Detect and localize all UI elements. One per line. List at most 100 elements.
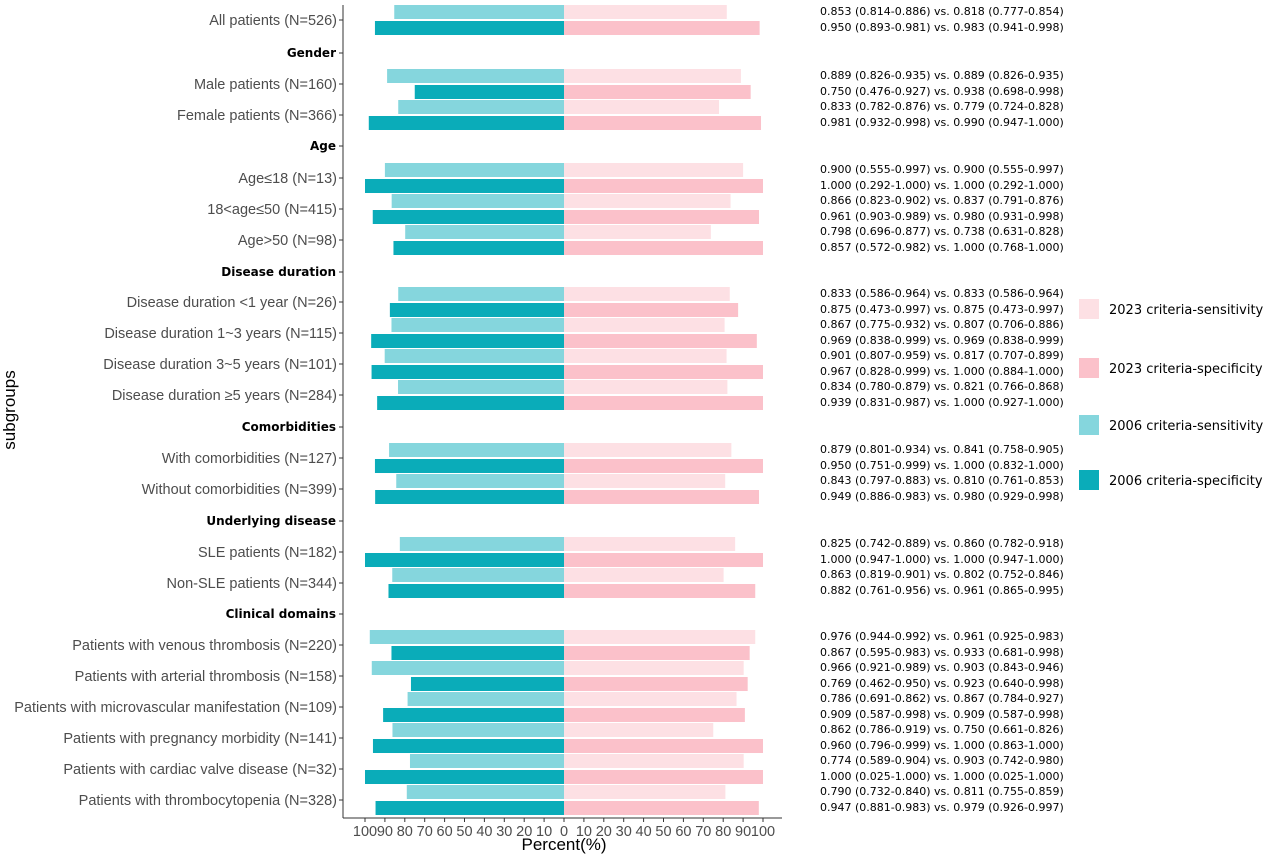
x-tick-label: 10 <box>536 824 552 840</box>
bar-2006-sensitivity <box>399 537 564 551</box>
x-tick-label: 60 <box>437 824 453 840</box>
annotation-specificity: 0.960 (0.796-0.999) vs. 1.000 (0.863-1.0… <box>820 739 1064 752</box>
annotation-specificity: 0.949 (0.886-0.983) vs. 0.980 (0.929-0.9… <box>820 490 1064 503</box>
bar-2023-specificity <box>564 490 760 504</box>
annotation-sensitivity: 0.863 (0.819-0.901) vs. 0.802 (0.752-0.8… <box>820 568 1064 581</box>
row-label: Female patients (N=366) <box>177 108 337 124</box>
bar-2023-sensitivity <box>564 318 725 332</box>
section-header: Disease duration <box>221 265 336 279</box>
row-labels-layer: All patients (N=526) Gender Male patients … <box>14 13 343 809</box>
bar-2006-sensitivity <box>409 754 564 768</box>
row-label: Disease duration ≥5 years (N=284) <box>112 388 337 404</box>
bar-2023-specificity <box>564 303 739 317</box>
row-label: Disease duration 1~3 years (N=115) <box>104 326 337 342</box>
x-tick-label: 80 <box>397 824 413 840</box>
bar-2006-sensitivity <box>396 474 564 488</box>
bar-2006-sensitivity <box>392 723 564 737</box>
row-label: Patients with arterial thrombosis (N=158… <box>75 669 337 685</box>
bar-2006-sensitivity <box>371 661 564 675</box>
bar-2006-specificity <box>368 116 564 130</box>
bar-2006-specificity <box>388 584 564 598</box>
x-axis-title: Percent(%) <box>521 835 606 854</box>
bar-2023-specificity <box>564 21 760 35</box>
axes-layer <box>342 5 782 819</box>
annotation-sensitivity: 0.834 (0.780-0.879) vs. 0.821 (0.766-0.8… <box>820 380 1064 393</box>
row-label: Patients with thrombocytopenia (N=328) <box>79 793 337 809</box>
bar-2006-sensitivity <box>398 380 564 394</box>
bar-2006-specificity <box>410 677 564 691</box>
row-label: Patients with microvascular manifestatio… <box>14 700 337 716</box>
bar-2006-sensitivity <box>398 100 564 114</box>
x-tick-label: 20 <box>516 824 532 840</box>
annotation-sensitivity: 0.825 (0.742-0.889) vs. 0.860 (0.782-0.9… <box>820 537 1064 550</box>
annotation-sensitivity: 0.790 (0.732-0.840) vs. 0.811 (0.755-0.8… <box>820 785 1064 798</box>
bar-2006-specificity <box>375 490 564 504</box>
bar-2006-sensitivity <box>369 630 564 644</box>
annotation-specificity: 1.000 (0.292-1.000) vs. 1.000 (0.292-1.0… <box>820 179 1064 192</box>
annotation-sensitivity: 0.798 (0.696-0.877) vs. 0.738 (0.631-0.8… <box>820 225 1064 238</box>
bar-2023-specificity <box>564 85 751 99</box>
row-label: Patients with venous thrombosis (N=220) <box>72 638 337 654</box>
annotation-sensitivity: 0.901 (0.807-0.959) vs. 0.817 (0.707-0.8… <box>820 349 1064 362</box>
bar-2023-sensitivity <box>564 287 730 301</box>
bar-2023-sensitivity <box>564 380 728 394</box>
annotation-sensitivity: 0.900 (0.555-0.997) vs. 0.900 (0.555-0.9… <box>820 163 1064 176</box>
x-tick-label: 20 <box>596 824 612 840</box>
bar-2006-sensitivity <box>392 568 564 582</box>
row-label: Male patients (N=160) <box>194 77 337 93</box>
legend-label: 2023 criteria-sensitivity <box>1109 303 1264 318</box>
bar-2023-specificity <box>564 708 745 722</box>
bar-2006-sensitivity <box>391 318 564 332</box>
x-tick-label: 0 <box>560 824 568 840</box>
bars-layer <box>365 5 763 815</box>
annotation-sensitivity: 0.879 (0.801-0.934) vs. 0.841 (0.758-0.9… <box>820 443 1064 456</box>
bar-2023-specificity <box>564 770 763 784</box>
row-label: Disease duration <1 year (N=26) <box>127 295 337 311</box>
annotation-sensitivity: 0.976 (0.944-0.992) vs. 0.961 (0.925-0.9… <box>820 630 1064 643</box>
bar-2023-sensitivity <box>564 443 732 457</box>
x-tick-label: 70 <box>417 824 433 840</box>
row-label: Age≤18 (N=13) <box>238 171 337 187</box>
row-label: Patients with pregnancy morbidity (N=141… <box>63 731 337 747</box>
x-tick-label: 40 <box>476 824 492 840</box>
annotations-layer: 0.853 (0.814-0.886) vs. 0.818 (0.777-0.8… <box>820 5 1064 814</box>
section-header: Underlying disease <box>206 514 336 528</box>
annotation-specificity: 1.000 (0.025-1.000) vs. 1.000 (0.025-1.0… <box>820 770 1064 783</box>
bar-2023-sensitivity <box>564 100 720 114</box>
bar-2023-specificity <box>564 739 763 753</box>
bar-2023-sensitivity <box>564 163 744 177</box>
bar-2006-sensitivity <box>398 287 564 301</box>
legend-swatch <box>1079 358 1099 378</box>
bar-2023-specificity <box>564 396 763 410</box>
bar-2023-sensitivity <box>564 630 756 644</box>
annotation-specificity: 0.750 (0.476-0.927) vs. 0.938 (0.698-0.9… <box>820 85 1064 98</box>
annotation-specificity: 0.947 (0.881-0.983) vs. 0.979 (0.926-0.9… <box>820 801 1064 814</box>
bar-2006-specificity <box>371 365 564 379</box>
x-tick-label: 10 <box>576 824 592 840</box>
row-label: Without comorbidities (N=399) <box>142 482 337 498</box>
annotation-specificity: 0.969 (0.838-0.999) vs. 0.969 (0.838-0.9… <box>820 334 1064 347</box>
bar-2006-specificity <box>389 303 564 317</box>
bar-2023-sensitivity <box>564 69 741 83</box>
bar-2023-sensitivity <box>564 692 737 706</box>
bar-2006-sensitivity <box>406 785 564 799</box>
x-tick-label: 30 <box>496 824 512 840</box>
bar-2006-specificity <box>374 21 564 35</box>
bar-2006-specificity <box>375 801 564 815</box>
legend-label: 2006 criteria-specificity <box>1109 474 1263 489</box>
bar-2023-sensitivity <box>564 723 714 737</box>
bar-2006-specificity <box>365 553 564 567</box>
bar-2023-specificity <box>564 179 763 193</box>
annotation-specificity: 0.867 (0.595-0.983) vs. 0.933 (0.681-0.9… <box>820 646 1064 659</box>
bar-2006-sensitivity <box>394 5 564 19</box>
section-header: Gender <box>287 46 336 60</box>
annotation-specificity: 0.961 (0.903-0.989) vs. 0.980 (0.931-0.9… <box>820 210 1064 223</box>
x-tick-label: 70 <box>695 824 711 840</box>
legend-label: 2006 criteria-sensitivity <box>1109 419 1264 434</box>
annotation-specificity: 0.967 (0.828-0.999) vs. 1.000 (0.884-1.0… <box>820 365 1064 378</box>
legend-swatch <box>1079 299 1099 319</box>
x-tick-label: 50 <box>456 824 472 840</box>
bar-2023-sensitivity <box>564 754 744 768</box>
annotation-specificity: 0.769 (0.462-0.950) vs. 0.923 (0.640-0.9… <box>820 677 1064 690</box>
